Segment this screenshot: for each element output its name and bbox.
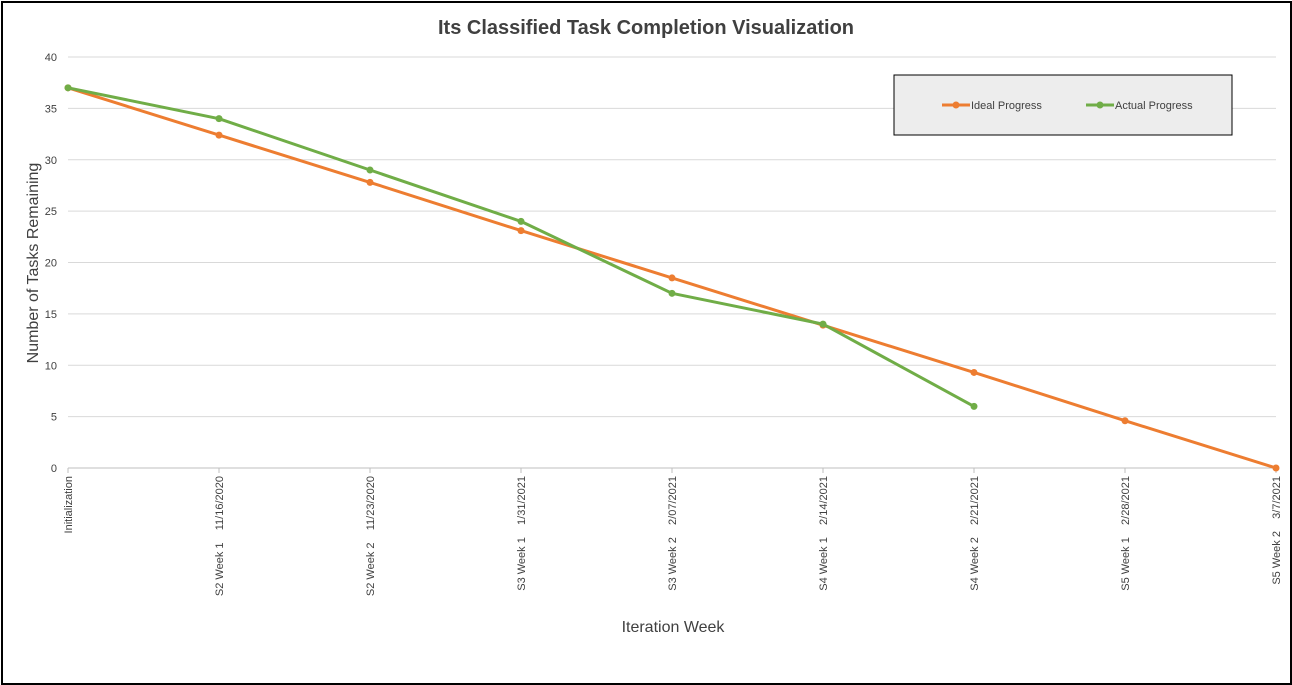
x-tick-label: Initialization: [63, 476, 75, 533]
x-tick-label: S2 Week 1 11/16/2020: [214, 476, 226, 596]
y-tick-label: 10: [45, 360, 57, 372]
legend-marker-actual-progress: [1096, 101, 1104, 109]
y-tick-label: 40: [45, 52, 57, 64]
data-point-actual-progress: [517, 217, 525, 225]
y-axis-ticks: 0 5 10 15 20 25 30 35 40: [45, 52, 57, 475]
data-point-ideal-progress: [668, 274, 676, 282]
data-point-actual-progress: [64, 84, 72, 92]
x-tick-label: S4 Week 1 2/14/2021: [818, 476, 830, 591]
data-point-actual-progress: [668, 289, 676, 297]
x-tick-label: S5 Week 2 3/7/2021: [1271, 476, 1283, 585]
y-tick-label: 15: [45, 309, 57, 321]
data-point-ideal-progress: [1121, 417, 1129, 425]
y-tick-label: 25: [45, 206, 57, 218]
y-tick-label: 30: [45, 155, 57, 167]
legend-label: Actual Progress: [1115, 100, 1193, 112]
data-point-actual-progress: [970, 402, 978, 410]
chart-title: Its Classified Task Completion Visualiza…: [438, 17, 854, 39]
series-group: [64, 84, 1280, 472]
x-axis-ticks: Initialization S2 Week 1 11/16/2020 S2 Wee…: [63, 468, 1283, 596]
data-point-actual-progress: [819, 320, 827, 328]
legend: Ideal Progress Actual Progress: [893, 74, 1233, 136]
series-line-actual-progress: [67, 86, 975, 408]
x-tick-label: S2 Week 2 11/23/2020: [365, 476, 377, 596]
data-point-actual-progress: [215, 115, 223, 123]
data-point-ideal-progress: [1272, 464, 1280, 472]
y-axis-title: Number of Tasks Remaining: [25, 163, 42, 364]
x-tick-label: S5 Week 1 2/28/2021: [1120, 476, 1132, 591]
x-axis-title: Iteration Week: [622, 619, 726, 636]
legend-marker-ideal-progress: [952, 101, 960, 109]
gridlines: [68, 56, 1276, 469]
data-point-ideal-progress: [970, 368, 978, 376]
x-tick-label: S4 Week 2 2/21/2021: [969, 476, 981, 591]
x-tick-label: S3 Week 2 2/07/2021: [667, 476, 679, 591]
y-tick-label: 20: [45, 258, 57, 270]
y-tick-label: 35: [45, 103, 57, 115]
data-point-ideal-progress: [366, 178, 374, 186]
data-point-ideal-progress: [517, 227, 525, 235]
data-point-actual-progress: [366, 166, 374, 174]
y-tick-label: 5: [51, 412, 57, 424]
legend-label: Ideal Progress: [971, 100, 1042, 112]
x-tick-label: S3 Week 1 1/31/2021: [516, 476, 528, 591]
data-point-ideal-progress: [215, 131, 223, 139]
y-tick-label: 0: [51, 463, 57, 475]
